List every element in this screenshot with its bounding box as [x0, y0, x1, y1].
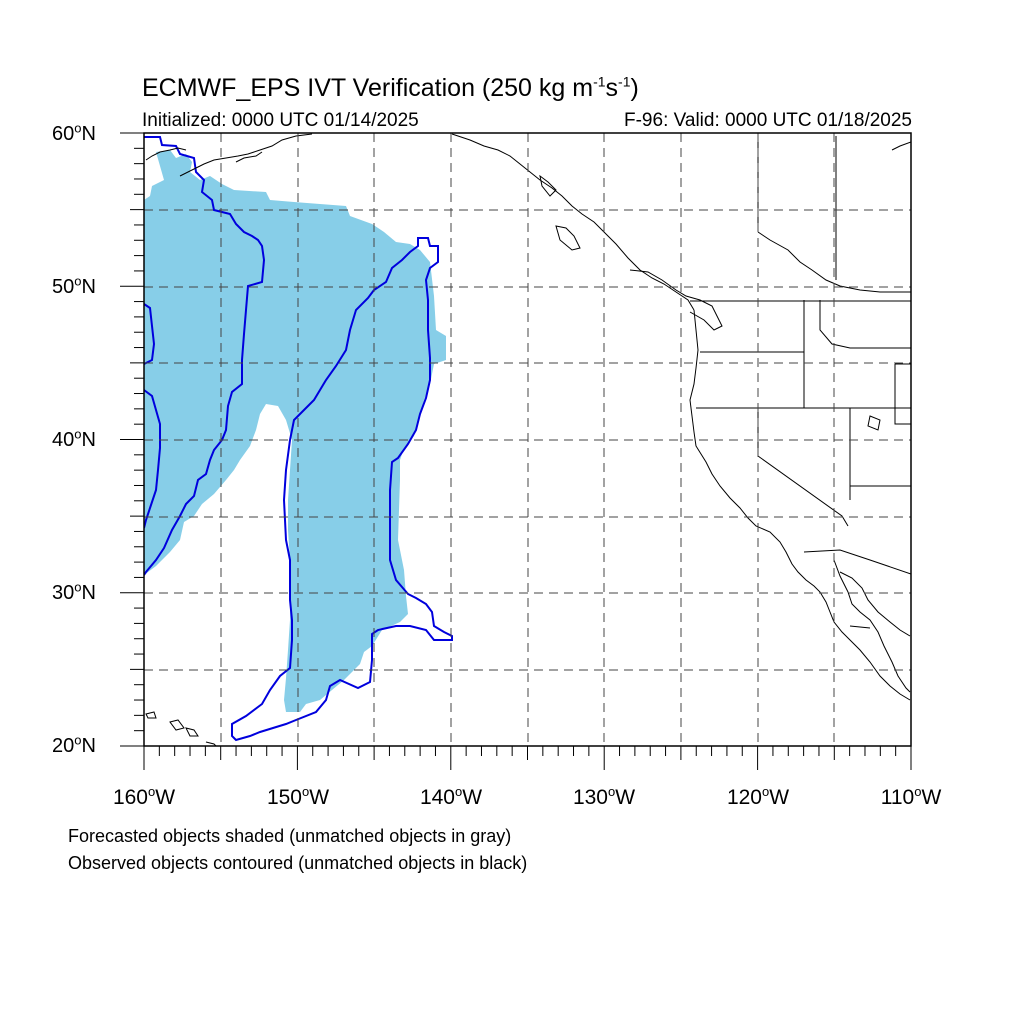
- lon-label-110: 110oW: [880, 784, 942, 809]
- valid-time: F-96: Valid: 0000 UTC 01/18/2025: [624, 110, 912, 131]
- lat-label-30: 30oN: [52, 579, 96, 604]
- us-west-coast: [689, 309, 911, 701]
- bc-coast: [451, 133, 695, 311]
- lat-label-40: 40oN: [52, 426, 96, 451]
- observed-ivt-contour-inner: [144, 303, 156, 365]
- lon-label-150: 150oW: [266, 784, 330, 809]
- forecast-ivt-object: [144, 150, 446, 712]
- baja-coast: [833, 559, 911, 693]
- alaska-coast: [179, 133, 313, 177]
- lat-label-50: 50oN: [52, 273, 96, 298]
- chart-title: ECMWF_EPS IVT Verification (250 kg m-1s-…: [142, 73, 639, 102]
- footnote-observed: Observed objects contoured (unmatched ob…: [68, 853, 528, 873]
- observed-ivt-contour-east: [231, 237, 453, 742]
- lat-label-60: 60oN: [52, 120, 96, 145]
- lon-label-160: 160oW: [112, 784, 176, 809]
- lat-label-20: 20oN: [52, 732, 96, 757]
- footnote-forecast: Forecasted objects shaded (unmatched obj…: [68, 826, 512, 846]
- hawaii-islands: [145, 711, 217, 746]
- axis-ticks: [120, 132, 912, 770]
- observed-ivt-contour-west: [144, 389, 161, 529]
- lon-label-120: 120oW: [726, 784, 790, 809]
- graticule: [144, 133, 911, 746]
- coastlines: [145, 133, 911, 746]
- lon-label-130: 130oW: [572, 784, 636, 809]
- state-lines: [696, 136, 911, 629]
- initialized-time: Initialized: 0000 UTC 01/14/2025: [142, 110, 419, 131]
- observed-ivt-contour-main: [144, 136, 266, 576]
- lon-label-140: 140oW: [419, 784, 483, 809]
